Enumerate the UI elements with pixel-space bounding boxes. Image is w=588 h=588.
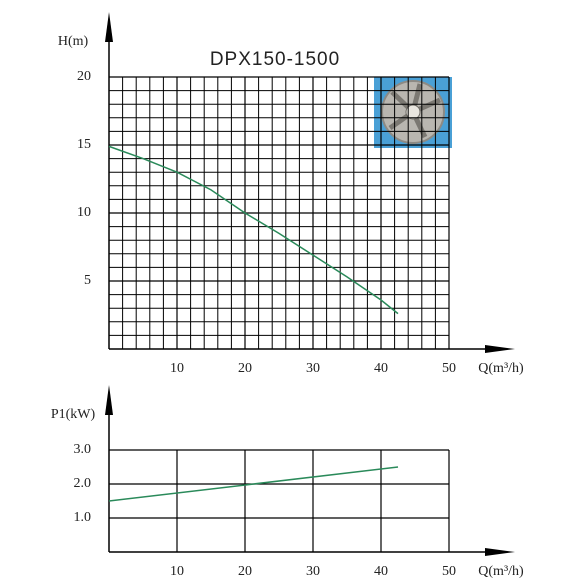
y-axis-arrow bbox=[105, 12, 113, 42]
x-axis-label: Q(m³/h) bbox=[478, 564, 524, 579]
y-tick-label: 10 bbox=[77, 205, 91, 220]
y-tick-label: 2.0 bbox=[74, 476, 92, 491]
y-axis-label: P1(kW) bbox=[51, 407, 96, 422]
x-tick-label: 20 bbox=[238, 361, 252, 376]
x-tick-label: 10 bbox=[170, 361, 184, 376]
y-tick-label: 20 bbox=[77, 69, 91, 84]
x-tick-label: 30 bbox=[306, 361, 320, 376]
x-tick-label: 20 bbox=[238, 564, 252, 579]
y-tick-label: 3.0 bbox=[74, 442, 92, 457]
x-tick-label: 50 bbox=[442, 564, 456, 579]
y-tick-label: 5 bbox=[84, 273, 91, 288]
curve bbox=[108, 145, 399, 315]
x-axis-arrow bbox=[485, 548, 515, 556]
x-tick-label: 10 bbox=[170, 564, 184, 579]
x-axis-arrow bbox=[485, 345, 515, 353]
impeller-image bbox=[374, 77, 452, 148]
chart-title: DPX150-1500 bbox=[210, 49, 340, 70]
x-tick-label: 40 bbox=[374, 564, 388, 579]
y-axis-arrow bbox=[105, 385, 113, 415]
curve bbox=[108, 466, 399, 502]
y-axis-label: H(m) bbox=[58, 34, 89, 49]
x-axis-label: Q(m³/h) bbox=[478, 361, 524, 376]
x-tick-label: 30 bbox=[306, 564, 320, 579]
y-tick-label: 1.0 bbox=[74, 510, 92, 525]
x-tick-label: 40 bbox=[374, 361, 388, 376]
y-tick-label: 15 bbox=[77, 137, 91, 152]
x-tick-label: 50 bbox=[442, 361, 456, 376]
